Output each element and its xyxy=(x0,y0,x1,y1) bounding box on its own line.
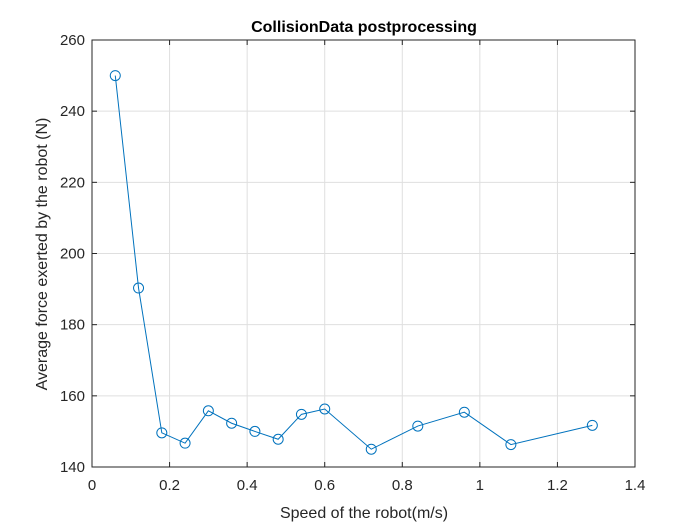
x-tick-label: 0.2 xyxy=(159,477,180,494)
series-line xyxy=(114,75,593,450)
data-point-marker xyxy=(109,70,121,82)
chart-title: CollisionData postprocessing xyxy=(251,19,477,36)
x-tick-label: 0.4 xyxy=(237,477,258,494)
y-tick-label: 200 xyxy=(60,246,85,263)
data-point-marker xyxy=(156,427,168,439)
tick-marks xyxy=(91,39,636,468)
data-point-marker xyxy=(365,443,377,455)
y-tick-label: 180 xyxy=(60,317,85,334)
data-series xyxy=(109,70,598,455)
plot-area xyxy=(91,39,636,468)
y-axis-label: Average force exerted by the robot (N) xyxy=(34,118,51,391)
data-point-marker xyxy=(226,417,238,429)
x-tick-label: 1 xyxy=(476,477,484,494)
data-point-marker xyxy=(458,406,470,418)
data-point-marker xyxy=(202,405,214,417)
data-point-marker xyxy=(295,408,307,420)
data-point-marker xyxy=(272,433,284,445)
x-tick-label: 1.2 xyxy=(547,477,568,494)
y-tick-label: 160 xyxy=(60,388,85,405)
x-tick-label: 0.8 xyxy=(392,477,413,494)
x-tick-label: 0.6 xyxy=(314,477,335,494)
data-point-marker xyxy=(133,282,145,294)
x-tick-label: 1.4 xyxy=(625,477,646,494)
data-point-marker xyxy=(505,439,517,451)
y-tick-label: 220 xyxy=(60,174,85,191)
data-point-marker xyxy=(249,425,261,437)
data-point-marker xyxy=(179,437,191,449)
y-tick-label: 240 xyxy=(60,103,85,120)
data-point-marker xyxy=(586,419,598,431)
y-tick-label: 260 xyxy=(60,32,85,49)
y-tick-labels: 140 160 180 200 220 240 260 xyxy=(60,32,85,476)
y-tick-label: 140 xyxy=(60,459,85,476)
data-point-marker xyxy=(412,420,424,432)
x-tick-label: 0 xyxy=(88,477,96,494)
x-axis-label: Speed of the robot(m/s) xyxy=(280,505,448,522)
data-point-marker xyxy=(319,403,331,415)
x-tick-labels: 0 0.2 0.4 0.6 0.8 1 1.2 1.4 xyxy=(88,477,646,494)
